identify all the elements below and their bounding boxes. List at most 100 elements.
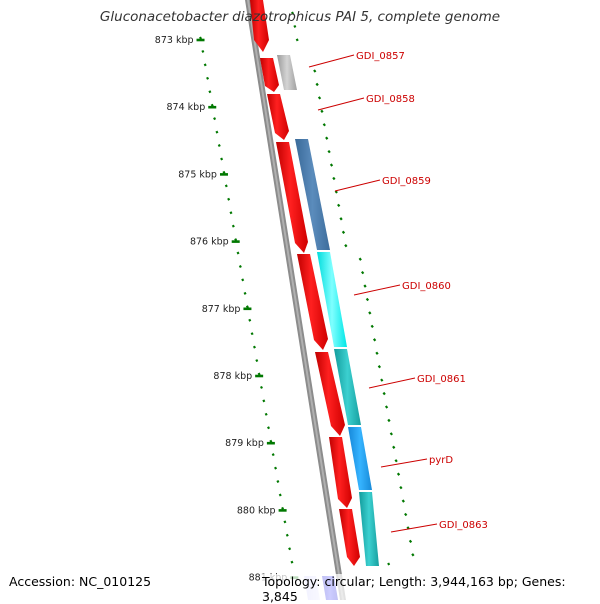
- minor-tick: [375, 351, 379, 355]
- leader-line: [353, 284, 401, 296]
- gene-label: GDI_0857: [356, 51, 405, 62]
- minor-tick: [293, 24, 297, 28]
- gene-label: GDI_0859: [382, 176, 431, 187]
- minor-tick: [404, 512, 408, 517]
- minor-tick: [220, 157, 224, 161]
- minor-tick: [368, 311, 372, 315]
- minor-tick: [325, 136, 329, 140]
- minor-tick: [203, 63, 207, 67]
- minor-tick: [269, 439, 273, 443]
- minor-tick: [290, 560, 294, 564]
- minor-tick: [213, 117, 217, 121]
- minor-tick: [288, 547, 292, 551]
- minor-tick: [322, 123, 326, 127]
- gene-label: pyrD: [429, 455, 453, 466]
- minor-tick: [399, 485, 403, 490]
- minor-tick: [215, 130, 219, 134]
- kbp-label: 874 kbp: [167, 102, 206, 113]
- minor-tick: [201, 49, 205, 53]
- minor-tick: [274, 466, 278, 470]
- minor-tick: [199, 36, 202, 40]
- gene-GDI_0863: [359, 492, 379, 566]
- gene-GDI_0861: [334, 349, 361, 425]
- gene-label: GDI_0860: [402, 281, 451, 292]
- minor-tick: [341, 230, 346, 234]
- minor-tick: [236, 251, 240, 255]
- gene-GDI_0857: [277, 55, 297, 90]
- minor-tick: [295, 38, 299, 42]
- minor-tick: [344, 244, 348, 248]
- leader-line: [317, 97, 365, 111]
- gene-arrow-1: [260, 58, 279, 92]
- minor-tick: [243, 291, 247, 295]
- minor-tick: [329, 163, 334, 167]
- minor-tick: [408, 539, 413, 544]
- minor-tick: [283, 520, 287, 524]
- minor-tick: [245, 305, 249, 309]
- gene-arrow-4: [297, 254, 328, 350]
- gene-GDI_0860: [317, 252, 347, 347]
- minor-tick: [255, 359, 259, 363]
- minor-tick: [285, 533, 289, 537]
- minor-tick: [252, 345, 256, 349]
- leader-line: [334, 179, 381, 192]
- gene-arrow-2: [267, 94, 289, 140]
- kbp-label: 877 kbp: [202, 304, 241, 315]
- minor-tick: [267, 426, 270, 430]
- gene-arrow-0: [250, 0, 269, 52]
- minor-tick: [332, 176, 336, 181]
- colored-genes: [277, 55, 379, 566]
- kbp-label: 873 kbp: [155, 35, 194, 46]
- minor-tick: [358, 257, 362, 261]
- gene-GDI_0859: [295, 139, 330, 250]
- minor-tick: [227, 197, 231, 201]
- minor-tick: [315, 82, 319, 87]
- minor-tick: [396, 472, 401, 476]
- minor-tick: [248, 318, 252, 322]
- gene-arrow-6: [329, 437, 352, 508]
- accession-text: Accession: NC_010125: [8, 574, 153, 589]
- leader-line: [380, 458, 428, 468]
- minor-tick: [206, 76, 210, 80]
- kbp-label: 879 kbp: [225, 438, 264, 449]
- minor-tick: [276, 480, 280, 484]
- minor-tick: [231, 224, 235, 228]
- minor-tick: [394, 459, 398, 463]
- minor-tick: [384, 405, 389, 409]
- minor-tick: [370, 324, 374, 329]
- kbp-label: 876 kbp: [190, 237, 229, 248]
- kbp-ticks-inner: [196, 36, 299, 579]
- genome-backbone-highlight: [247, 0, 344, 600]
- minor-tick: [229, 211, 233, 215]
- gene-label: GDI_0858: [366, 94, 415, 105]
- minor-tick: [320, 109, 324, 113]
- minor-tick: [278, 493, 282, 497]
- minor-tick: [377, 365, 382, 369]
- gene-arrow-3: [276, 142, 308, 253]
- gene-labels: GDI_0857 GDI_0858 GDI_0859 GDI_0860 GDI_0861…: [356, 51, 488, 531]
- minor-tick: [380, 378, 384, 382]
- minor-tick: [281, 506, 285, 510]
- minor-tick: [259, 385, 263, 389]
- minor-tick: [365, 297, 370, 302]
- minor-tick: [372, 338, 377, 342]
- minor-tick: [411, 553, 415, 557]
- leader-line: [368, 377, 416, 389]
- gene-label: GDI_0861: [417, 374, 466, 385]
- minor-tick: [264, 412, 268, 416]
- minor-tick: [238, 264, 242, 268]
- minor-tick: [392, 445, 396, 449]
- gene-label-leaders: [308, 54, 438, 533]
- kbp-label: 878 kbp: [213, 371, 252, 382]
- minor-tick: [234, 238, 238, 242]
- minor-tick: [208, 90, 212, 94]
- minor-tick: [250, 332, 254, 336]
- minor-tick: [361, 270, 365, 275]
- gene-label: GDI_0863: [439, 520, 488, 531]
- minor-tick: [271, 453, 275, 457]
- kbp-label: 875 kbp: [178, 169, 217, 180]
- minor-tick: [339, 217, 343, 221]
- minor-tick: [387, 418, 391, 423]
- minor-tick: [241, 278, 245, 282]
